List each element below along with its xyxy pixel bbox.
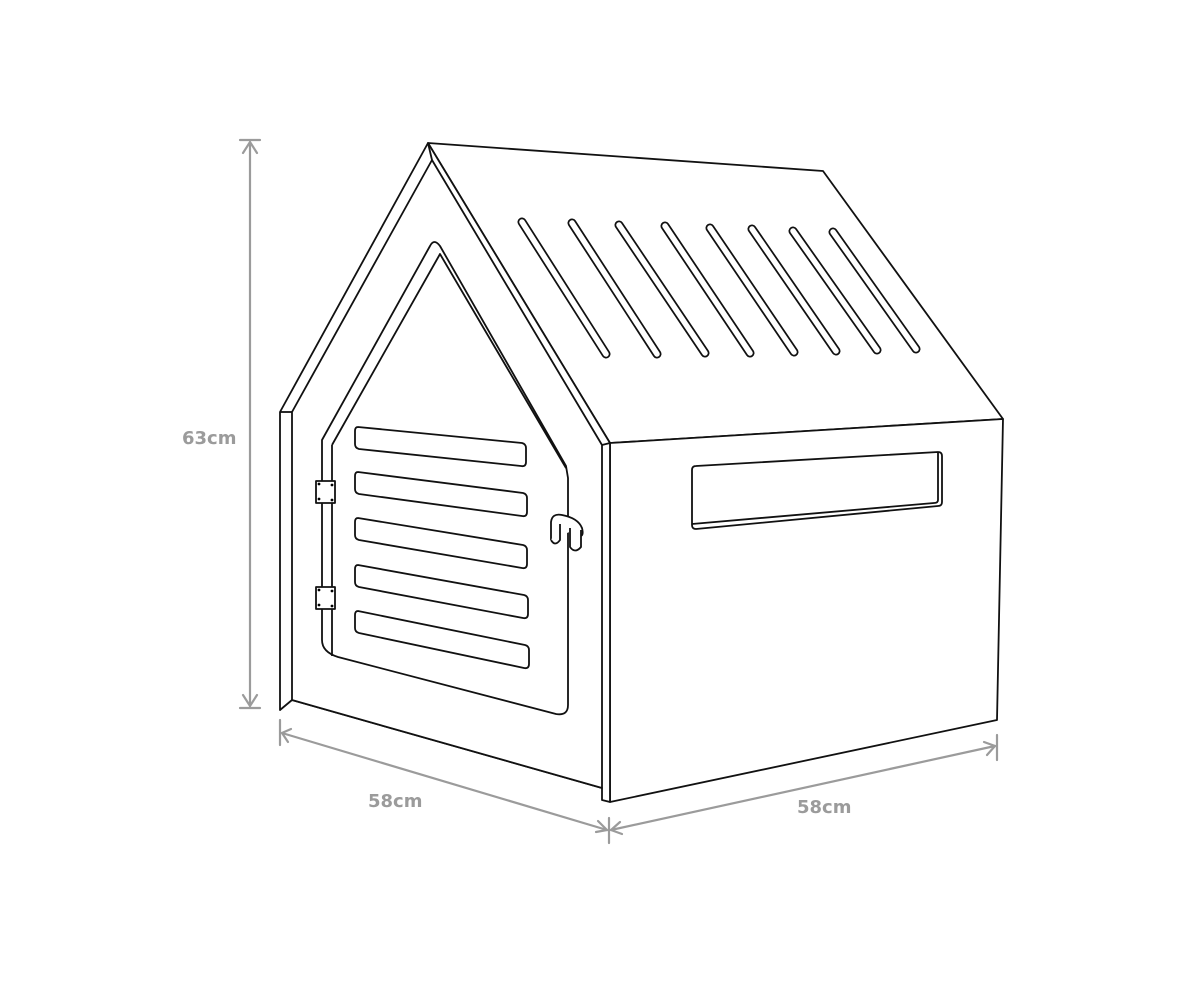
dimension-front-width (278, 718, 611, 845)
door-slat (354, 564, 529, 620)
height-label: 63cm (182, 428, 237, 449)
roof-vent-slot (707, 225, 797, 355)
roof-vent-slot (662, 223, 753, 356)
roof-vent-slot (830, 229, 919, 352)
roof-vents (517, 217, 921, 359)
door-latch-icon (550, 513, 584, 552)
door-slat (354, 517, 528, 570)
hinge-bottom-icon (315, 586, 336, 610)
dimension-side-depth (608, 733, 999, 836)
roof-vent-slot (790, 228, 880, 353)
door-slat (354, 471, 528, 518)
roof-vent-slot (616, 222, 708, 356)
roof-vent-slot (569, 220, 660, 357)
front-width-label: 58cm (368, 791, 423, 812)
roof-vent-slot (519, 219, 609, 357)
side-depth-label: 58cm (797, 797, 852, 818)
door-slat (354, 610, 530, 670)
door-slat (354, 426, 527, 468)
hinge-top-icon (315, 480, 336, 504)
dimension-height (238, 138, 262, 710)
side-window (691, 451, 943, 530)
door-slats (354, 426, 530, 670)
roof-vent-slot (749, 226, 839, 354)
